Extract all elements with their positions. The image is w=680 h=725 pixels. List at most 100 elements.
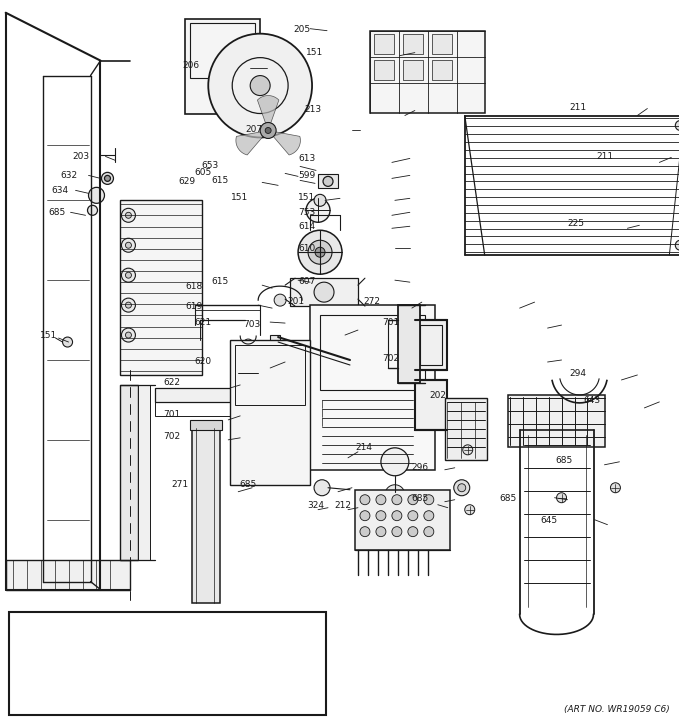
- Text: 701: 701: [164, 410, 181, 419]
- Bar: [9, 612, 326, 715]
- Text: 271: 271: [172, 479, 189, 489]
- Text: 212: 212: [335, 501, 352, 510]
- Text: 618: 618: [185, 282, 203, 291]
- Bar: [270, 335, 280, 345]
- Circle shape: [125, 212, 131, 218]
- Text: 685: 685: [500, 494, 517, 503]
- Bar: [320, 315, 425, 390]
- Circle shape: [306, 199, 330, 223]
- Text: 272: 272: [364, 297, 381, 305]
- Text: 202: 202: [430, 391, 447, 399]
- Bar: [403, 33, 423, 54]
- Text: 225: 225: [567, 219, 584, 228]
- Bar: [290, 278, 358, 306]
- Bar: [120, 385, 139, 560]
- Text: and replacement options: and replacement options: [108, 693, 227, 703]
- Circle shape: [274, 294, 286, 306]
- Circle shape: [424, 526, 434, 536]
- Circle shape: [675, 120, 680, 130]
- Text: 685: 685: [48, 207, 65, 217]
- Text: orator.  See: orator. See: [21, 660, 79, 668]
- Text: 634: 634: [52, 186, 69, 195]
- Bar: [120, 200, 202, 375]
- Bar: [155, 402, 270, 416]
- Circle shape: [360, 494, 370, 505]
- Text: 622: 622: [164, 378, 181, 387]
- Bar: [192, 428, 220, 602]
- Text: 615: 615: [211, 175, 228, 185]
- Bar: [231, 340, 310, 485]
- Circle shape: [314, 480, 330, 496]
- Text: 702: 702: [164, 432, 181, 441]
- Bar: [155, 388, 270, 402]
- Circle shape: [122, 328, 135, 342]
- Bar: [403, 59, 423, 80]
- Bar: [420, 325, 442, 365]
- Circle shape: [314, 194, 326, 207]
- Circle shape: [122, 208, 135, 223]
- Text: 619: 619: [185, 302, 203, 310]
- Circle shape: [392, 494, 402, 505]
- Text: 615: 615: [211, 277, 228, 286]
- Circle shape: [88, 187, 105, 203]
- Circle shape: [424, 510, 434, 521]
- Circle shape: [408, 494, 418, 505]
- Bar: [374, 59, 394, 80]
- Circle shape: [392, 510, 402, 521]
- Text: Additional parts are required to install evap-: Additional parts are required to install…: [63, 642, 273, 650]
- Circle shape: [315, 247, 325, 257]
- Circle shape: [125, 242, 131, 248]
- Bar: [398, 305, 420, 383]
- Text: 211: 211: [569, 104, 586, 112]
- Circle shape: [424, 494, 434, 505]
- Circle shape: [408, 510, 418, 521]
- Bar: [318, 175, 338, 188]
- Circle shape: [260, 123, 276, 138]
- Circle shape: [105, 175, 110, 181]
- Circle shape: [458, 484, 466, 492]
- Text: 206: 206: [182, 62, 200, 70]
- Text: page of this model for additional part numbers: page of this model for additional part n…: [56, 677, 279, 687]
- Circle shape: [101, 173, 114, 184]
- Circle shape: [323, 176, 333, 186]
- Circle shape: [376, 494, 386, 505]
- Bar: [508, 395, 605, 447]
- Text: 599: 599: [298, 171, 315, 181]
- Circle shape: [360, 526, 370, 536]
- Text: 753: 753: [298, 207, 315, 217]
- Text: 703: 703: [243, 320, 261, 329]
- Circle shape: [408, 526, 418, 536]
- Text: 621: 621: [194, 318, 211, 327]
- Text: 643: 643: [583, 396, 600, 405]
- Bar: [415, 320, 447, 370]
- Bar: [432, 59, 452, 80]
- Circle shape: [385, 485, 405, 505]
- Circle shape: [63, 337, 73, 347]
- Circle shape: [675, 240, 680, 250]
- Circle shape: [122, 268, 135, 282]
- Bar: [370, 30, 485, 112]
- Text: 296: 296: [411, 463, 428, 472]
- Text: 201: 201: [287, 297, 304, 305]
- Text: 207: 207: [245, 125, 262, 134]
- Bar: [415, 380, 447, 430]
- Bar: [445, 398, 487, 460]
- Text: 324: 324: [307, 501, 324, 510]
- Circle shape: [125, 332, 131, 338]
- Text: 211: 211: [596, 152, 613, 161]
- Polygon shape: [236, 130, 268, 155]
- Text: 203: 203: [72, 152, 89, 161]
- Text: 151: 151: [231, 193, 249, 202]
- Circle shape: [381, 448, 409, 476]
- Bar: [355, 490, 449, 550]
- Bar: [348, 358, 358, 368]
- Circle shape: [463, 445, 473, 455]
- Circle shape: [454, 480, 470, 496]
- Text: 151: 151: [298, 193, 315, 202]
- Circle shape: [88, 205, 97, 215]
- Bar: [190, 420, 222, 430]
- Text: 613: 613: [298, 154, 315, 163]
- Text: 151: 151: [306, 49, 323, 57]
- Text: 605: 605: [194, 168, 211, 178]
- Polygon shape: [258, 96, 279, 130]
